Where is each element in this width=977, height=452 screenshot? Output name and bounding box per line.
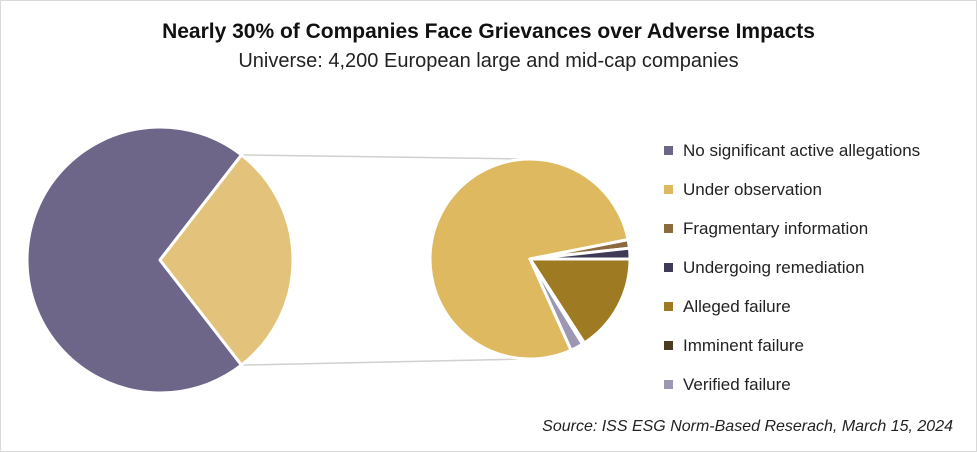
legend-swatch (664, 185, 673, 194)
legend-item-no-significant-active-allegations: No significant active allegations (664, 131, 964, 170)
connector-line-top (241, 154, 526, 160)
legend-label: Alleged failure (683, 296, 791, 316)
legend-label: Undergoing remediation (683, 257, 865, 277)
chart-subtitle: Universe: 4,200 European large and mid-c… (238, 50, 739, 72)
secondary-pie (428, 157, 632, 361)
connector-lines (241, 154, 526, 366)
legend-item-verified-failure: Verified failure (664, 365, 964, 404)
legend-label: Fragmentary information (683, 218, 869, 238)
legend-label: No significant active allegations (683, 140, 921, 160)
main-pie (25, 125, 295, 395)
legend-item-under-observation: Under observation (664, 170, 964, 209)
legend-item-undergoing-remediation: Undergoing remediation (664, 248, 964, 287)
legend-swatch (664, 302, 673, 311)
pie-slice-alleged-failure (528, 257, 632, 345)
legend-label: Under observation (683, 179, 822, 199)
chart-title: Nearly 30% of Companies Face Grievances … (162, 20, 815, 43)
legend-label: Verified failure (683, 374, 791, 394)
source-note: Source: ISS ESG Norm-Based Reserach, Mar… (542, 418, 953, 435)
legend-item-alleged-failure: Alleged failure (664, 287, 964, 326)
legend-swatch (664, 341, 673, 350)
connector-line-bottom (241, 358, 526, 366)
legend-item-imminent-failure: Imminent failure (664, 326, 964, 365)
pie-slice-no-significant-active-allegations (25, 125, 244, 395)
legend-swatch (664, 263, 673, 272)
pie-slice-companies-facing-grievances-exploded (158, 153, 295, 367)
legend: No significant active allegations Under … (664, 131, 964, 404)
legend-item-fragmentary-information: Fragmentary information (664, 209, 964, 248)
legend-swatch (664, 380, 673, 389)
pie-slice-undergoing-remediation (528, 246, 632, 261)
legend-swatch (664, 146, 673, 155)
legend-label: Imminent failure (683, 335, 804, 355)
legend-swatch (664, 224, 673, 233)
